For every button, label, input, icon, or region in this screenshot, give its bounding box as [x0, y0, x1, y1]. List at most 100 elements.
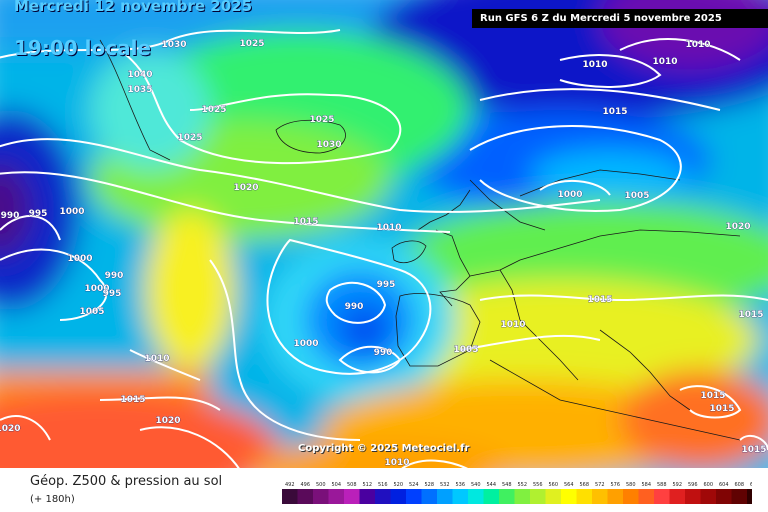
- isobar-label: 1015: [709, 404, 734, 414]
- scale-value-label: 576: [610, 482, 620, 488]
- scale-value-label: 496: [300, 482, 310, 488]
- isobar-labels: 1030 1025 1040 1035 1025 1025 1025 1030 1020 1015…: [0, 39, 767, 469]
- scale-swatch: [576, 489, 592, 504]
- scale-swatch: [437, 489, 453, 504]
- scale-value-label: 604: [719, 482, 729, 488]
- scale-swatch: [700, 489, 716, 504]
- scale-value-label: 528: [424, 482, 434, 488]
- isobar-label: 1040: [127, 70, 152, 80]
- isobar-lines: [0, 29, 768, 470]
- isobar-label: 1010: [582, 60, 607, 70]
- scale-swatch: [359, 489, 375, 504]
- isobar-label: 1030: [161, 40, 186, 50]
- isobar-label: 1015: [741, 445, 766, 455]
- isobar-label: 1010: [144, 354, 169, 364]
- isobar-label: 990: [374, 348, 393, 358]
- isobar-label: 1020: [725, 222, 750, 232]
- scale-value-label: 552: [517, 482, 527, 488]
- run-info-label: Run GFS 6 Z du Mercredi 5 novembre 2025: [472, 9, 768, 28]
- isobar-label: 1020: [155, 416, 180, 426]
- isobar-label: 990: [345, 302, 364, 312]
- isobar-label: 1025: [177, 133, 202, 143]
- isobar-label: 1025: [309, 115, 334, 125]
- isobar-label: 1010: [500, 320, 525, 330]
- scale-value-label: 584: [641, 482, 651, 488]
- copyright-text: Copyright © 2025 Meteociel.fr: [298, 443, 470, 454]
- map-title: Géop. Z500 & pression au sol: [30, 474, 223, 489]
- scale-value-label: 564: [564, 482, 574, 488]
- scale-value-label: 568: [579, 482, 589, 488]
- scale-swatch: [514, 489, 530, 504]
- scale-value-label: 600: [703, 482, 713, 488]
- isobar-label: 1025: [239, 39, 264, 49]
- scale-swatch: [313, 489, 329, 504]
- isobar-label: 1010: [652, 57, 677, 67]
- isobar-label: 1015: [587, 295, 612, 305]
- scale-swatch: [654, 489, 670, 504]
- scale-value-label: 492: [285, 482, 295, 488]
- scale-value-label: 520: [393, 482, 403, 488]
- isobar-label: 990: [1, 211, 20, 221]
- scale-value-label: 508: [347, 482, 357, 488]
- isobar-label: 1015: [293, 217, 318, 227]
- scale-value-label: 592: [672, 482, 682, 488]
- scale-swatch: [297, 489, 313, 504]
- scale-value-label: 556: [533, 482, 543, 488]
- coastlines: [99, 39, 741, 441]
- scale-swatch: [344, 489, 360, 504]
- scale-value-label: 608: [734, 482, 744, 488]
- scale-swatch: [731, 489, 747, 504]
- isobar-label: 1005: [624, 191, 649, 201]
- isobar-label: 1015: [700, 391, 725, 401]
- scale-swatch: [561, 489, 577, 504]
- isobar-label: 1000: [293, 339, 318, 349]
- isobar-label: 1010: [376, 223, 401, 233]
- isobar-label: 1035: [127, 85, 152, 95]
- scale-swatch: [545, 489, 561, 504]
- scale-value-label: 580: [626, 482, 636, 488]
- isobar-label: 995: [377, 280, 396, 290]
- isobar-label: 1015: [602, 107, 627, 117]
- forecast-time: 19:00 locale: [14, 36, 151, 60]
- scale-swatch: [406, 489, 422, 504]
- scale-value-label: 572: [595, 482, 605, 488]
- isobar-label: 1030: [316, 140, 341, 150]
- scale-value-label: 532: [440, 482, 450, 488]
- scale-swatch: [530, 489, 546, 504]
- isobar-label: 990: [105, 271, 124, 281]
- isobar-label: 1015: [738, 310, 763, 320]
- scale-swatch: [685, 489, 701, 504]
- scale-swatch: [468, 489, 484, 504]
- isobar-label: 1020: [233, 183, 258, 193]
- scale-swatch: [499, 489, 515, 504]
- z500-color-field: [0, 0, 768, 470]
- scale-value-label: 504: [331, 482, 341, 488]
- scale-value-label: 516: [378, 482, 388, 488]
- scale-value-label: 548: [502, 482, 512, 488]
- scale-value-label: 612: [750, 482, 752, 488]
- isobar-label: 995: [29, 209, 48, 219]
- scale-swatch: [328, 489, 344, 504]
- isobar-label: 1010: [384, 458, 409, 468]
- scale-swatch: [592, 489, 608, 504]
- scale-swatch: [669, 489, 685, 504]
- isobar-label: 995: [103, 289, 122, 299]
- isobar-label: 1020: [0, 424, 21, 434]
- scale-value-label: 540: [471, 482, 481, 488]
- forecast-date: Mercredi 12 novembre 2025: [14, 0, 253, 15]
- scale-value-label: 536: [455, 482, 465, 488]
- isobar-label: 1000: [557, 190, 582, 200]
- scale-swatch: [282, 489, 298, 504]
- isobar-label: 1000: [67, 254, 92, 264]
- scale-value-label: 588: [657, 482, 667, 488]
- scale-swatch: [421, 489, 437, 504]
- forecast-lead-time: (+ 180h): [30, 494, 75, 505]
- isobar-label: 1025: [201, 105, 226, 115]
- scale-value-label: 544: [486, 482, 496, 488]
- scale-value-label: 596: [688, 482, 698, 488]
- scale-value-label: 512: [362, 482, 372, 488]
- isobar-label: 1005: [79, 307, 104, 317]
- isobar-label: 1005: [453, 345, 478, 355]
- scale-swatch: [375, 489, 391, 504]
